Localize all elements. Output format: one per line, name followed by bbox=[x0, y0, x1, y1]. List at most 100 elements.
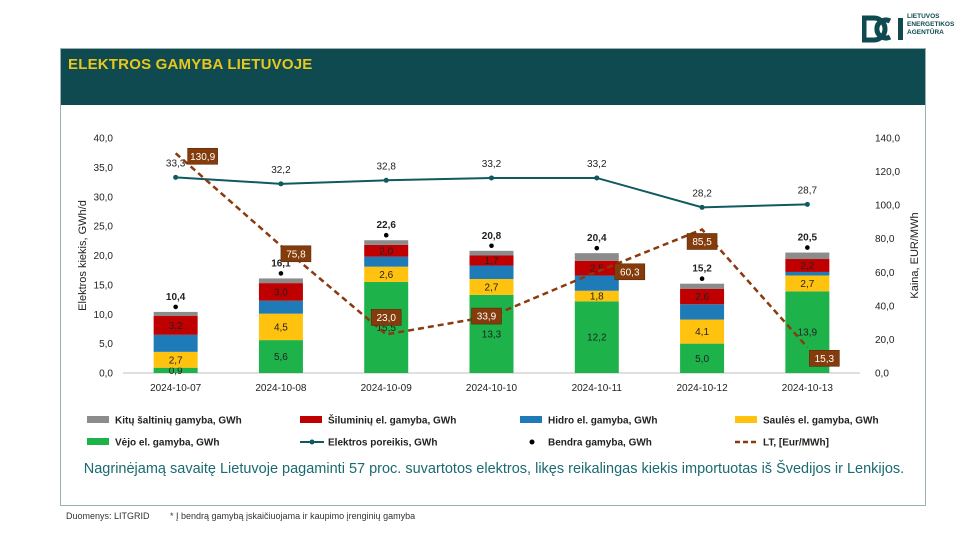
legend-swatch bbox=[87, 416, 109, 423]
bar-value-label: 2,2 bbox=[800, 261, 814, 272]
bar-segment bbox=[785, 271, 830, 276]
demand-point bbox=[489, 175, 494, 181]
bar-segment bbox=[680, 343, 725, 373]
bar-segment bbox=[785, 252, 830, 260]
demand-point bbox=[278, 181, 284, 187]
y-tick-label: 25,0 bbox=[94, 222, 114, 233]
bar-segment bbox=[153, 367, 198, 373]
total-label: 20,4 bbox=[587, 233, 607, 244]
bar-segment bbox=[574, 275, 619, 291]
footnote: * Į bendrą gamybą įskaičiuojama ir kaupi… bbox=[170, 511, 416, 521]
total-marker bbox=[278, 271, 284, 276]
total-label: 15,2 bbox=[692, 264, 712, 275]
bar-value-label: 2,7 bbox=[800, 279, 814, 290]
x-tick-label: 2024-10-08 bbox=[255, 383, 307, 394]
bar-segment bbox=[364, 240, 409, 245]
legend-swatch bbox=[87, 438, 109, 445]
y2-tick-label: 20,0 bbox=[875, 335, 895, 346]
y-tick-label: 40,0 bbox=[94, 134, 114, 145]
y-tick-label: 30,0 bbox=[94, 192, 114, 203]
legend-swatch bbox=[735, 416, 757, 423]
y2-tick-label: 140,0 bbox=[875, 134, 900, 145]
y-tick-label: 10,0 bbox=[94, 310, 114, 321]
bar-segment bbox=[469, 279, 514, 295]
y2-axis-title: Kaina, EUR/MWh bbox=[909, 212, 921, 298]
x-tick-label: 2024-10-07 bbox=[150, 383, 202, 394]
price-label-box bbox=[614, 263, 646, 281]
bar-segment bbox=[574, 260, 619, 276]
bar-segment bbox=[469, 255, 514, 266]
bar-value-label: 13,3 bbox=[482, 329, 502, 340]
total-label: 20,5 bbox=[798, 233, 818, 244]
y2-tick-label: 60,0 bbox=[875, 268, 895, 279]
bar-value-label: 2,7 bbox=[485, 282, 499, 293]
bar-segment bbox=[680, 319, 725, 344]
y2-tick-label: 80,0 bbox=[875, 234, 895, 245]
bar-value-label: 5,0 bbox=[695, 354, 709, 365]
demand-line bbox=[175, 176, 808, 209]
y-tick-label: 20,0 bbox=[94, 251, 114, 262]
x-tick-label: 2024-10-13 bbox=[782, 383, 834, 394]
bar-segment bbox=[153, 311, 198, 317]
bar-segment bbox=[258, 340, 303, 373]
price-label-box bbox=[471, 307, 502, 325]
bar-value-label: 2,6 bbox=[695, 292, 709, 303]
bar-value-label: 2,7 bbox=[169, 355, 183, 366]
bar-segment bbox=[680, 288, 725, 305]
price-label-box bbox=[187, 147, 218, 165]
total-marker bbox=[489, 243, 494, 249]
price-label-box bbox=[809, 350, 840, 367]
bar-segment bbox=[364, 256, 409, 267]
summary-text: Nagrinėjamą savaitę Lietuvoje pagaminti … bbox=[83, 461, 905, 477]
demand-point bbox=[804, 201, 810, 207]
y2-tick-label: 40,0 bbox=[875, 301, 895, 312]
price-label: 33,9 bbox=[477, 312, 497, 323]
total-marker bbox=[383, 232, 389, 238]
bar-segment bbox=[574, 253, 619, 261]
y2-tick-label: 0,0 bbox=[875, 369, 889, 380]
bar-value-label: 13,9 bbox=[798, 328, 818, 339]
logo-mark bbox=[862, 15, 903, 43]
chart-panel bbox=[60, 48, 926, 506]
bar-value-label: 15,5 bbox=[376, 323, 396, 334]
legend-label: Hidro el. gamyba, GWh bbox=[548, 416, 657, 427]
bar-segment bbox=[680, 304, 725, 320]
bar-value-label: 5,6 bbox=[274, 352, 288, 363]
price-label: 75,8 bbox=[286, 249, 306, 260]
demand-label: 33,2 bbox=[587, 159, 607, 170]
y2-tick-label: 120,0 bbox=[875, 167, 900, 178]
bar-segment bbox=[258, 283, 303, 301]
bar-value-label: 2,6 bbox=[379, 270, 393, 281]
legend-swatch bbox=[520, 416, 542, 423]
total-label: 20,8 bbox=[482, 231, 502, 242]
total-label: 16,1 bbox=[271, 258, 291, 269]
bar-value-label: 2,5 bbox=[590, 264, 604, 275]
demand-point bbox=[173, 174, 179, 180]
data-source: Duomenys: LITGRID bbox=[66, 511, 150, 521]
x-tick-label: 2024-10-12 bbox=[676, 383, 728, 394]
bar-segment bbox=[153, 316, 198, 335]
x-tick-label: 2024-10-11 bbox=[572, 383, 623, 394]
total-marker bbox=[594, 245, 600, 251]
price-label: 15,3 bbox=[815, 354, 835, 365]
total-marker bbox=[805, 245, 810, 250]
bar-value-label: 4,1 bbox=[695, 327, 709, 338]
price-label-box bbox=[370, 309, 402, 326]
bar-segment bbox=[153, 334, 198, 352]
demand-label: 28,2 bbox=[692, 188, 712, 199]
panel-header: ELEKTROS GAMYBA LIETUVOJE bbox=[61, 49, 925, 105]
legend-label: Vėjo el. gamyba, GWh bbox=[115, 438, 219, 449]
legend-label: Saulės el. gamyba, GWh bbox=[763, 416, 879, 427]
demand-point bbox=[699, 204, 705, 210]
bar-segment bbox=[364, 266, 409, 282]
y-tick-label: 15,0 bbox=[94, 280, 114, 291]
bar-segment bbox=[680, 283, 725, 289]
total-label: 10,4 bbox=[166, 292, 186, 303]
y2-tick-label: 100,0 bbox=[875, 201, 900, 212]
price-label-box bbox=[280, 245, 312, 263]
total-marker bbox=[173, 304, 178, 310]
bar-value-label: 3,2 bbox=[169, 321, 183, 332]
price-label: 23,0 bbox=[376, 313, 396, 324]
legend-label: Bendra gamyba, GWh bbox=[548, 438, 652, 449]
demand-label: 32,2 bbox=[271, 165, 291, 176]
